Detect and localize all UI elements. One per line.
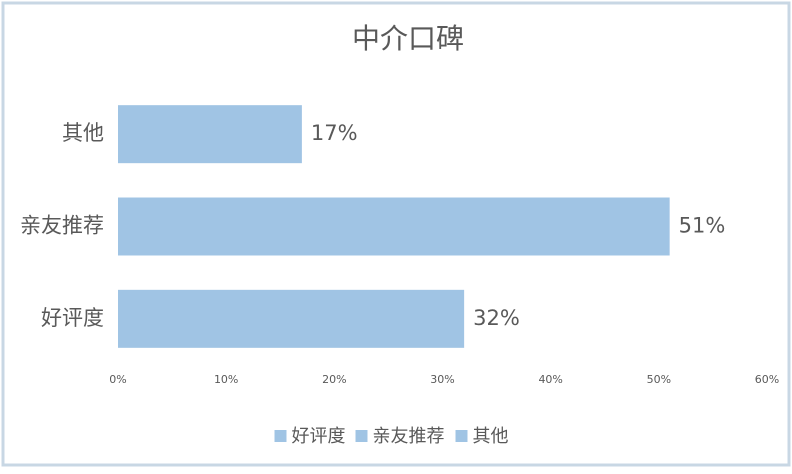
y-tick-label: 好评度	[41, 306, 104, 330]
x-tick-label: 0%	[109, 373, 126, 386]
x-tick-label: 30%	[430, 373, 454, 386]
x-tick-label: 40%	[538, 373, 562, 386]
x-tick-label: 20%	[322, 373, 346, 386]
y-tick-label: 其他	[62, 121, 104, 145]
y-tick-label: 亲友推荐	[20, 214, 104, 238]
legend-label: 好评度	[292, 426, 346, 447]
x-tick-label: 10%	[214, 373, 238, 386]
data-label: 17%	[311, 121, 358, 145]
legend-swatch	[274, 430, 287, 442]
x-tick-label: 60%	[755, 373, 779, 386]
data-label: 51%	[679, 214, 726, 238]
legend-label: 其他	[473, 426, 509, 447]
bar	[118, 105, 302, 164]
legend-label: 亲友推荐	[373, 426, 445, 447]
chart-title: 中介口碑	[352, 22, 464, 55]
legend-swatch	[355, 430, 368, 442]
bar	[118, 197, 670, 256]
data-label: 32%	[473, 306, 520, 330]
x-tick-label: 50%	[647, 373, 671, 386]
bar	[118, 289, 465, 348]
legend-swatch	[455, 430, 468, 442]
